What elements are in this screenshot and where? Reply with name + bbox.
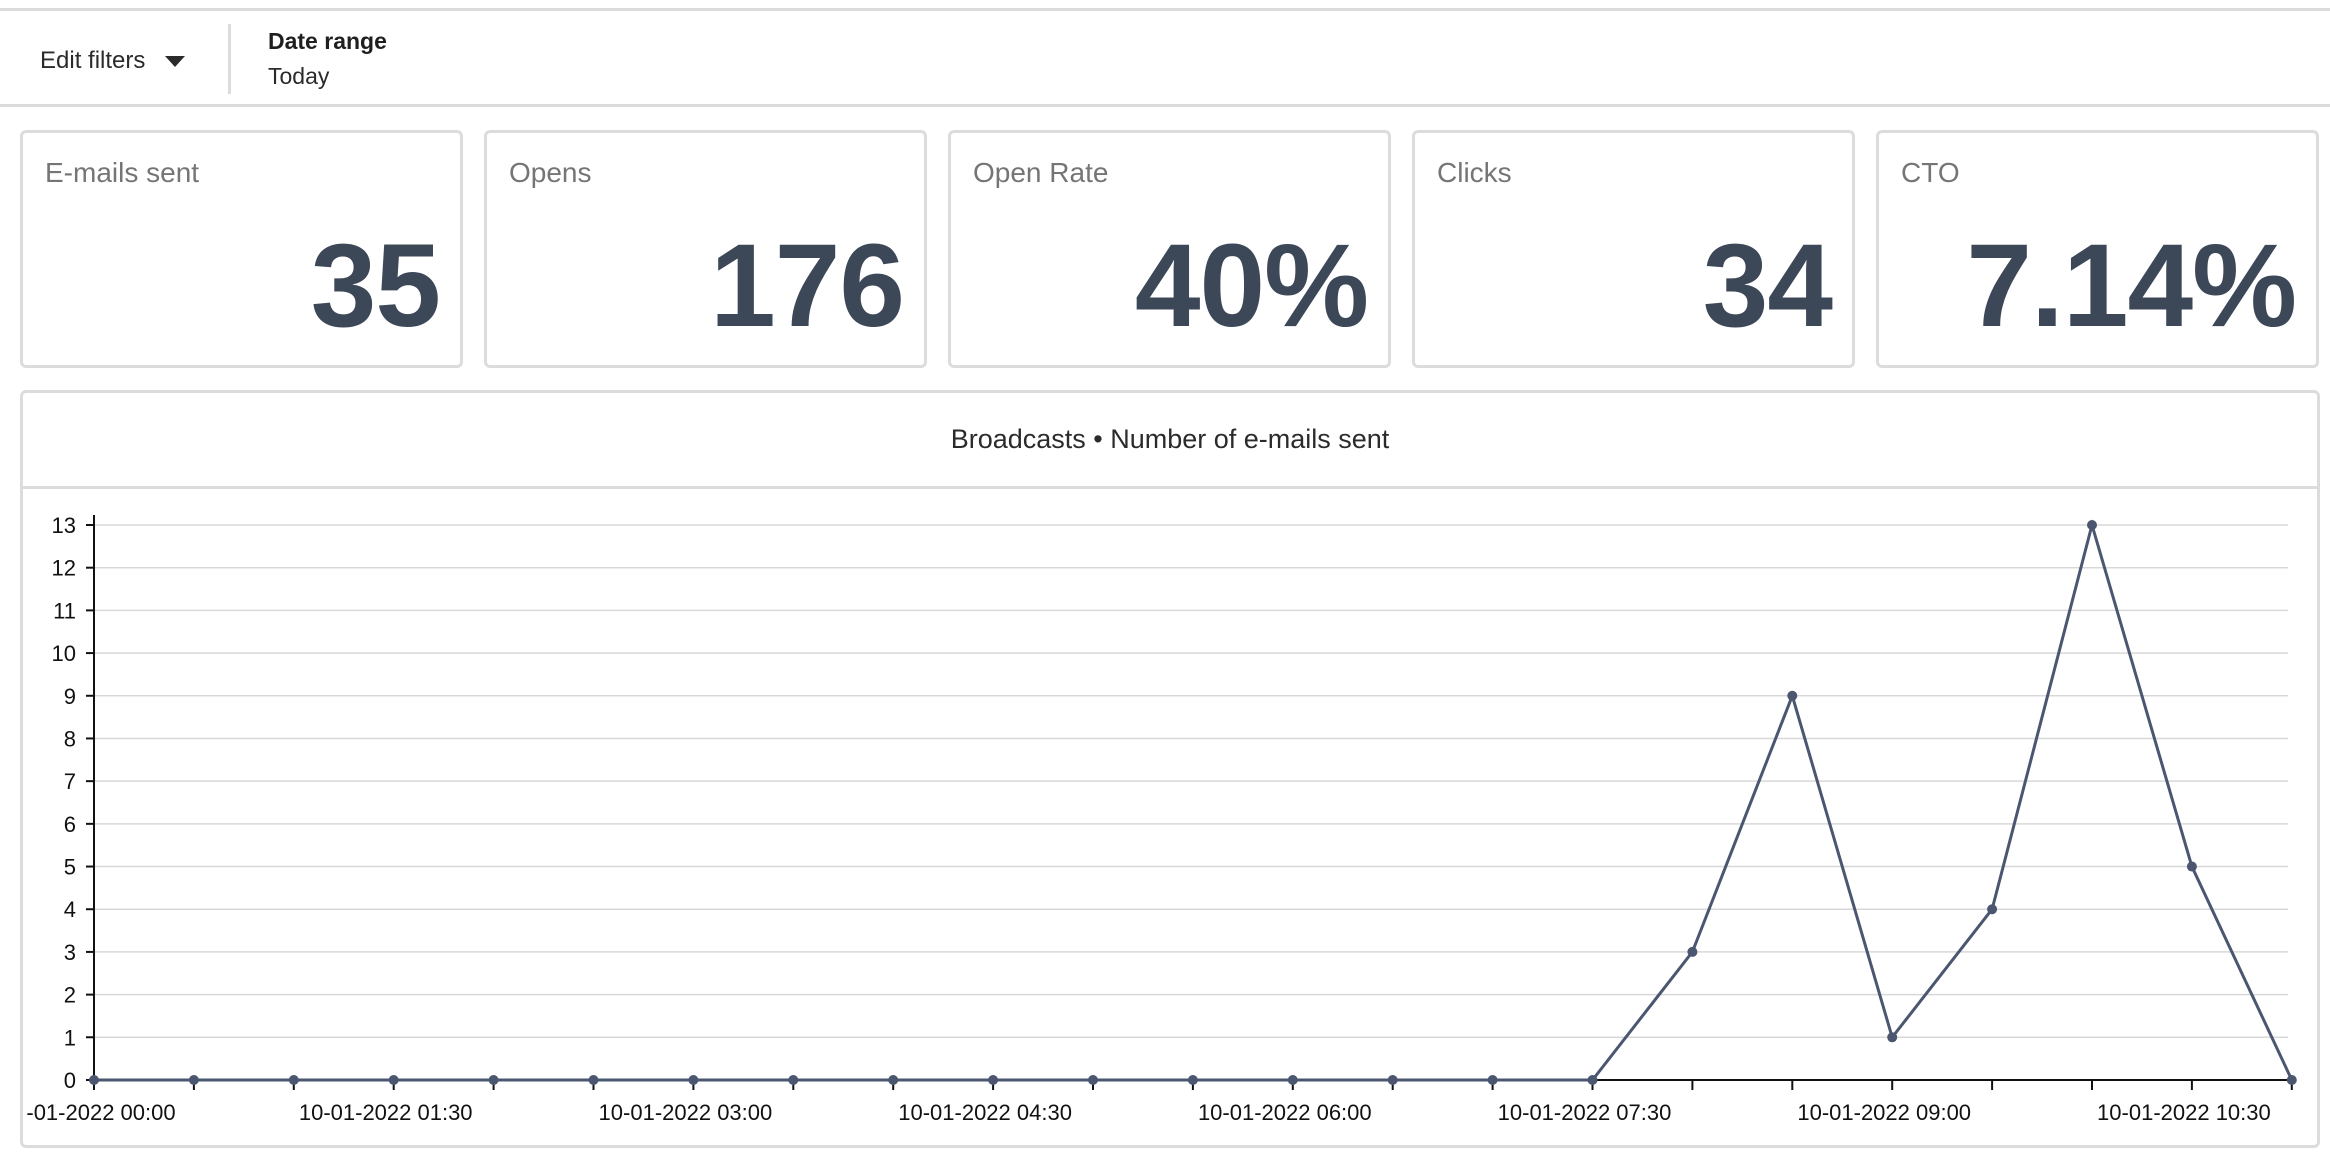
x-tick-label: 10-01-2022 04:30 xyxy=(898,1100,1072,1125)
data-point xyxy=(888,1075,899,1085)
y-tick-label: 5 xyxy=(64,855,76,880)
data-point xyxy=(2087,520,2097,530)
filter-divider xyxy=(228,24,231,94)
kpi-card-open-rate: Open Rate 40% xyxy=(948,130,1391,368)
kpi-value: 34 xyxy=(1702,220,1833,352)
kpi-title: E-mails sent xyxy=(45,157,200,188)
kpi-card-clicks: Clicks 34 xyxy=(1412,130,1855,368)
data-point xyxy=(688,1075,699,1085)
data-point xyxy=(1587,1075,1598,1085)
data-point xyxy=(1387,1075,1398,1085)
data-point xyxy=(588,1075,599,1085)
y-tick-label: 1 xyxy=(64,1025,76,1050)
x-tick-label: 10-01-2022 07:30 xyxy=(1498,1100,1672,1125)
data-point xyxy=(2186,861,2197,872)
kpi-value: 7.14% xyxy=(1966,220,2297,352)
edit-filters-button[interactable]: Edit filters xyxy=(40,47,186,75)
x-tick-label: 10-01-2022 03:00 xyxy=(599,1100,773,1125)
data-point xyxy=(1487,1075,1498,1085)
data-point xyxy=(988,1075,999,1085)
date-range-label: Date range xyxy=(268,28,387,54)
data-point xyxy=(2286,1075,2297,1085)
x-tick-label: 10-01-2022 01:30 xyxy=(299,1100,473,1125)
data-point xyxy=(288,1075,299,1085)
y-tick-label: 10 xyxy=(52,641,76,666)
data-point xyxy=(1287,1075,1298,1085)
y-tick-label: 12 xyxy=(52,556,76,581)
kpi-title: Open Rate xyxy=(973,157,1109,188)
y-tick-label: 11 xyxy=(53,598,76,623)
caret-down-icon xyxy=(165,55,186,67)
x-tick-label: 10-01-2022 09:00 xyxy=(1797,1100,1971,1125)
data-point xyxy=(1887,1032,1898,1043)
data-point xyxy=(1088,1075,1098,1085)
chart-title: Broadcasts • Number of e-mails sent xyxy=(23,393,2317,489)
data-point xyxy=(89,1075,99,1085)
y-tick-label: 4 xyxy=(64,897,76,922)
data-point xyxy=(488,1075,499,1085)
y-tick-label: 9 xyxy=(64,684,76,709)
kpi-card-emails-sent: E-mails sent 35 xyxy=(20,130,463,368)
y-tick-label: 13 xyxy=(52,513,76,538)
y-tick-label: 0 xyxy=(64,1068,76,1093)
filter-bar: Edit filters Date range Today xyxy=(0,11,2330,107)
data-point xyxy=(188,1075,199,1085)
y-tick-label: 2 xyxy=(64,983,76,1008)
data-point xyxy=(1687,946,1698,957)
y-tick-label: 7 xyxy=(64,769,76,794)
date-range-selector[interactable]: Date range Today xyxy=(268,28,387,90)
kpi-card-opens: Opens 176 xyxy=(484,130,927,368)
x-tick-label: 10-01-2022 10:30 xyxy=(2097,1100,2271,1125)
y-tick-label: 3 xyxy=(64,940,76,965)
x-tick-label: 10-01-2022 06:00 xyxy=(1198,1100,1372,1125)
data-point xyxy=(1187,1075,1198,1085)
date-range-value: Today xyxy=(268,63,330,89)
kpi-title: Opens xyxy=(509,157,592,188)
data-point xyxy=(388,1075,399,1085)
top-rule xyxy=(0,8,2330,11)
series-line xyxy=(94,519,2294,1082)
y-tick-label: 6 xyxy=(64,812,76,837)
y-tick-label: 8 xyxy=(64,726,76,751)
kpi-value: 176 xyxy=(710,220,905,352)
edit-filters-label: Edit filters xyxy=(40,47,146,74)
data-point xyxy=(788,1075,799,1085)
kpi-card-cto: CTO 7.14% xyxy=(1876,130,2319,368)
kpi-title: CTO xyxy=(1901,157,1960,188)
x-tick-label: -01-2022 00:00 xyxy=(26,1100,175,1125)
kpi-value: 35 xyxy=(310,220,441,352)
kpi-value: 40% xyxy=(1134,220,1369,352)
data-point xyxy=(1787,690,1798,701)
kpi-title: Clicks xyxy=(1437,157,1512,188)
data-point xyxy=(1987,904,1998,915)
